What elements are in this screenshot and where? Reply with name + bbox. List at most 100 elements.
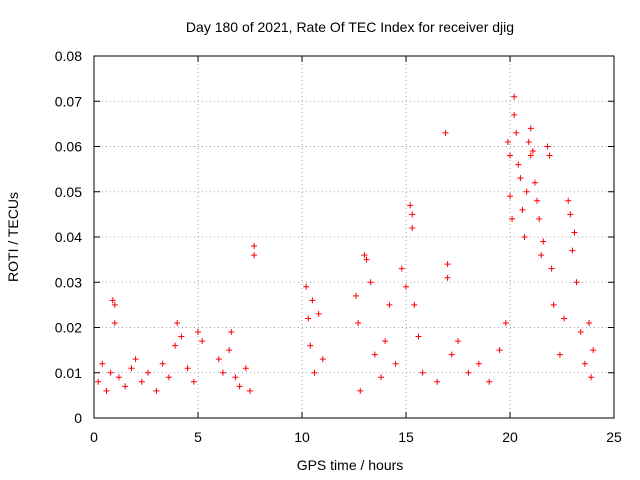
y-tick-label: 0.08 bbox=[55, 48, 82, 64]
data-point bbox=[465, 369, 472, 376]
axis-ticks bbox=[93, 55, 615, 419]
data-point bbox=[195, 329, 201, 336]
x-tick-labels: 0 5 10 15 20 25 bbox=[90, 429, 622, 445]
data-point bbox=[172, 342, 179, 349]
y-axis-label: ROTI / TECUs bbox=[5, 192, 21, 282]
grid-lines bbox=[94, 56, 614, 418]
data-point bbox=[523, 188, 530, 195]
data-point bbox=[165, 374, 172, 381]
data-point bbox=[565, 197, 572, 204]
data-point bbox=[392, 360, 399, 367]
data-point bbox=[305, 315, 312, 322]
chart-title: Day 180 of 2021, Rate Of TEC Index for r… bbox=[186, 19, 514, 35]
data-point bbox=[511, 93, 518, 100]
data-point bbox=[411, 301, 418, 308]
x-tick-label: 10 bbox=[294, 429, 310, 445]
data-point bbox=[115, 374, 122, 381]
x-tick-label: 0 bbox=[90, 429, 98, 445]
data-point bbox=[311, 369, 318, 376]
x-tick-label: 5 bbox=[194, 429, 202, 445]
data-point bbox=[525, 138, 532, 145]
data-point bbox=[502, 319, 509, 326]
data-point bbox=[95, 378, 102, 385]
data-point bbox=[444, 274, 451, 281]
data-point bbox=[371, 351, 378, 358]
data-point bbox=[128, 365, 135, 372]
data-point bbox=[403, 283, 409, 290]
x-tick-label: 25 bbox=[606, 429, 622, 445]
data-point bbox=[581, 360, 588, 367]
data-point bbox=[138, 378, 145, 385]
y-tick-label: 0.07 bbox=[55, 93, 82, 109]
data-point bbox=[486, 378, 493, 385]
data-point bbox=[507, 193, 513, 200]
x-axis-label: GPS time / hours bbox=[297, 457, 404, 473]
data-point bbox=[99, 360, 106, 367]
x-tick-label: 20 bbox=[502, 429, 518, 445]
data-point bbox=[561, 315, 568, 322]
data-point bbox=[109, 297, 116, 304]
data-point bbox=[534, 197, 541, 204]
data-point bbox=[409, 211, 416, 218]
data-point bbox=[415, 333, 422, 340]
data-point bbox=[588, 374, 595, 381]
data-point bbox=[577, 329, 584, 336]
data-point bbox=[419, 369, 426, 376]
data-point bbox=[111, 319, 118, 326]
data-point bbox=[174, 319, 181, 326]
data-point bbox=[571, 229, 578, 236]
data-point bbox=[251, 243, 258, 250]
data-point bbox=[367, 279, 374, 286]
data-point bbox=[567, 211, 574, 218]
scatter-points bbox=[95, 93, 597, 394]
data-point bbox=[378, 374, 385, 381]
data-point bbox=[357, 387, 364, 394]
data-point bbox=[145, 369, 152, 376]
data-point bbox=[540, 238, 547, 245]
data-point bbox=[382, 338, 389, 345]
data-point bbox=[544, 143, 551, 150]
data-point bbox=[215, 356, 222, 363]
data-point bbox=[107, 369, 114, 376]
data-point bbox=[531, 179, 538, 186]
data-point bbox=[515, 161, 522, 168]
data-point bbox=[448, 351, 455, 358]
data-point bbox=[569, 247, 576, 254]
data-point bbox=[550, 301, 557, 308]
data-point bbox=[319, 356, 326, 363]
data-point bbox=[521, 234, 528, 240]
data-point bbox=[251, 252, 258, 259]
data-point bbox=[527, 152, 534, 159]
data-point bbox=[219, 369, 226, 376]
data-point bbox=[355, 319, 362, 326]
data-point bbox=[247, 387, 253, 394]
data-point bbox=[309, 297, 316, 304]
y-tick-label: 0.05 bbox=[55, 184, 82, 200]
data-point bbox=[504, 138, 511, 145]
data-point bbox=[398, 265, 405, 272]
data-point bbox=[190, 378, 197, 385]
y-tick-labels: 0 0.01 0.02 0.03 0.04 0.05 0.06 0.07 0.08 bbox=[55, 48, 82, 426]
data-point bbox=[236, 383, 243, 390]
data-point bbox=[556, 351, 563, 358]
data-point bbox=[361, 252, 368, 259]
data-point bbox=[184, 365, 191, 372]
data-point bbox=[513, 129, 520, 136]
data-point bbox=[444, 261, 451, 268]
data-point bbox=[315, 310, 322, 317]
data-point bbox=[111, 301, 118, 308]
data-point bbox=[507, 152, 513, 159]
data-point bbox=[475, 360, 482, 367]
data-point bbox=[178, 333, 185, 340]
data-point bbox=[442, 129, 449, 136]
data-point bbox=[407, 202, 414, 209]
data-point bbox=[573, 279, 580, 286]
y-tick-label: 0.04 bbox=[55, 229, 82, 245]
data-point bbox=[509, 215, 516, 222]
data-point bbox=[434, 378, 441, 385]
data-point bbox=[232, 374, 239, 381]
data-point bbox=[519, 206, 526, 213]
data-point bbox=[159, 360, 166, 367]
data-point bbox=[548, 265, 555, 272]
